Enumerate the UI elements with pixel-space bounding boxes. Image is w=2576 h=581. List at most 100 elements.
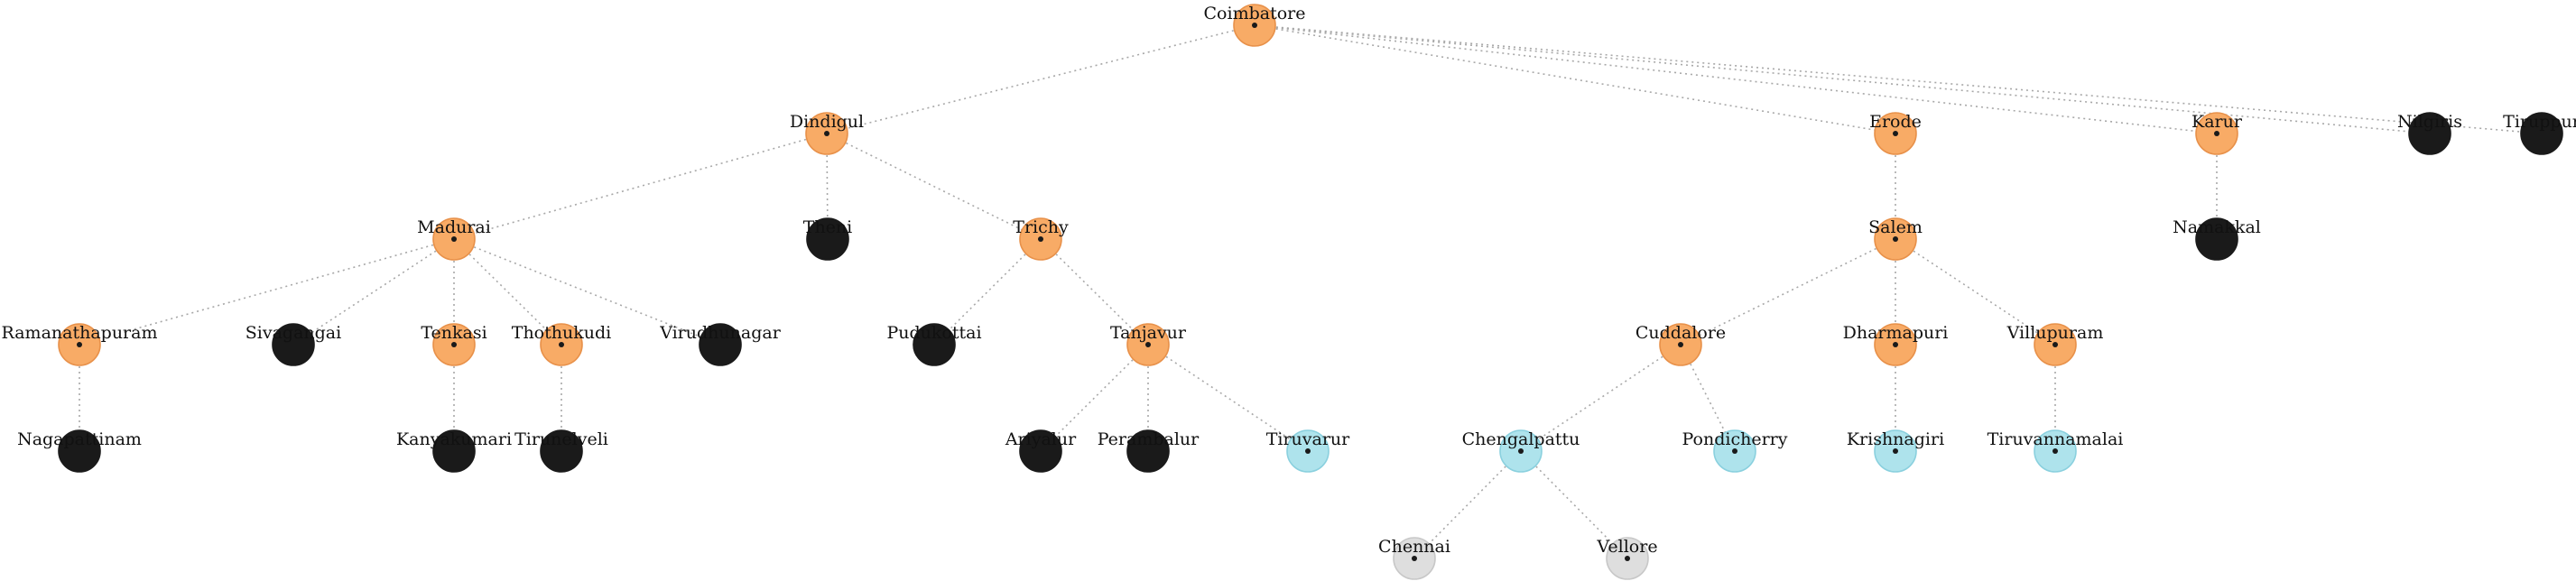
node-label-dharmapuri: Dharmapuri: [1843, 323, 1949, 343]
node-label-trichy: Trichy: [1013, 217, 1069, 237]
node-center-dot-ramanathapuram: [77, 342, 82, 347]
node-label-chengalpattu: Chengalpattu: [1462, 429, 1580, 449]
node-tiruvarur: Tiruvarur: [1266, 429, 1350, 473]
node-cuddalore: Cuddalore: [1635, 323, 1726, 366]
node-center-dot-dharmapuri: [1893, 342, 1898, 347]
node-dindigul: Dindigul: [790, 112, 864, 155]
node-center-dot-kanyakumari: [451, 448, 457, 454]
node-label-theni: Theni: [803, 217, 852, 237]
node-ariyalur: Ariyalur: [1005, 429, 1077, 473]
node-villupuram: Villupuram: [2006, 323, 2104, 366]
edge-cuddalore-pondicherry: [1680, 344, 1736, 452]
node-center-dot-villupuram: [2052, 342, 2058, 347]
node-center-dot-erode: [1893, 131, 1898, 136]
node-label-perambalur: Perambalur: [1098, 429, 1200, 449]
nodes-layer: Coimbatore Dindigul Erode Karur Nilgiris Tiru…: [1, 4, 2576, 580]
node-tenkasi: Tenkasi: [421, 323, 487, 366]
node-trichy: Trichy: [1013, 217, 1069, 261]
edge-coimbatore-tiruppur: [1254, 24, 2543, 134]
node-label-virudhunagar: Virudhunagar: [659, 323, 781, 343]
edge-dindigul-madurai: [453, 133, 828, 240]
node-pudukottai: Pudukottai: [886, 323, 982, 366]
node-ramanathapuram: Ramanathapuram: [1, 323, 158, 366]
node-pondicherry: Pondicherry: [1682, 429, 1788, 473]
node-center-dot-coimbatore: [1252, 23, 1257, 28]
node-namakkal: Namakkal: [2173, 217, 2261, 261]
node-label-nagapattinam: Nagapattinam: [17, 429, 142, 449]
node-coimbatore: Coimbatore: [1204, 4, 1306, 47]
node-label-chennai: Chennai: [1378, 537, 1450, 557]
node-center-dot-nilgiris: [2427, 131, 2432, 136]
node-label-coimbatore: Coimbatore: [1204, 4, 1306, 23]
edge-trichy-pudukottai: [933, 238, 1042, 346]
node-label-krishnagiri: Krishnagiri: [1847, 429, 1944, 449]
node-label-ariyalur: Ariyalur: [1005, 429, 1077, 449]
node-label-sivagangai: Sivagangai: [246, 323, 341, 343]
node-tiruvannamalai: Tiruvannamalai: [1988, 429, 2124, 473]
node-label-dindigul: Dindigul: [790, 112, 864, 132]
node-center-dot-karur: [2214, 131, 2219, 136]
node-virudhunagar: Virudhunagar: [659, 323, 782, 366]
node-vellore: Vellore: [1596, 537, 1658, 580]
node-label-tiruvannamalai: Tiruvannamalai: [1988, 429, 2124, 449]
node-label-pudukottai: Pudukottai: [886, 323, 981, 343]
edge-madurai-virudhunagar: [453, 238, 721, 346]
node-center-dot-chennai: [1412, 556, 1417, 561]
node-center-dot-chengalpattu: [1518, 448, 1524, 454]
edge-coimbatore-nilgiris: [1254, 24, 2431, 134]
edge-madurai-thothukudi: [453, 238, 562, 346]
edge-dindigul-trichy: [826, 133, 1042, 240]
node-center-dot-sivagangai: [291, 342, 296, 347]
node-label-vellore: Vellore: [1596, 537, 1657, 557]
node-label-villupuram: Villupuram: [2006, 323, 2104, 343]
node-tiruppur: Tiruppur: [2503, 112, 2576, 155]
node-center-dot-tirunelveli: [559, 448, 564, 454]
node-label-tenkasi: Tenkasi: [421, 323, 486, 343]
node-karur: Karur: [2191, 112, 2243, 155]
node-center-dot-pudukottai: [931, 342, 937, 347]
edge-coimbatore-karur: [1254, 24, 2218, 134]
node-tirunelveli: Tirunelveli: [514, 429, 608, 473]
node-label-tanjavur: Tanjavur: [1110, 323, 1187, 343]
edge-chengalpattu-vellore: [1520, 450, 1628, 559]
node-center-dot-vellore: [1625, 556, 1630, 561]
node-label-erode: Erode: [1869, 112, 1922, 132]
edge-chengalpattu-chennai: [1413, 450, 1522, 559]
node-center-dot-tiruvannamalai: [2052, 448, 2058, 454]
node-center-dot-ariyalur: [1038, 448, 1043, 454]
node-label-ramanathapuram: Ramanathapuram: [1, 323, 157, 343]
edge-trichy-tanjavur: [1040, 238, 1149, 346]
node-center-dot-salem: [1893, 236, 1898, 242]
node-label-karur: Karur: [2191, 112, 2243, 132]
edge-coimbatore-dindigul: [826, 24, 1256, 134]
node-label-nilgiris: Nilgiris: [2397, 112, 2462, 132]
node-label-namakkal: Namakkal: [2173, 217, 2261, 237]
node-label-kanyakumari: Kanyakumari: [396, 429, 512, 449]
node-center-dot-pondicherry: [1732, 448, 1737, 454]
edge-tanjavur-ariyalur: [1040, 344, 1149, 452]
node-tanjavur: Tanjavur: [1110, 323, 1187, 366]
node-center-dot-theni: [825, 236, 830, 242]
node-center-dot-trichy: [1038, 236, 1043, 242]
node-center-dot-cuddalore: [1678, 342, 1683, 347]
node-label-madurai: Madurai: [417, 217, 491, 237]
edge-coimbatore-erode: [1254, 24, 1896, 134]
node-salem: Salem: [1868, 217, 1923, 261]
node-thothukudi: Thothukudi: [512, 323, 611, 366]
node-erode: Erode: [1869, 112, 1922, 155]
node-label-tiruvarur: Tiruvarur: [1266, 429, 1350, 449]
node-center-dot-dindigul: [824, 131, 829, 136]
node-label-pondicherry: Pondicherry: [1682, 429, 1788, 449]
node-label-thothukudi: Thothukudi: [512, 323, 611, 343]
node-center-dot-madurai: [451, 236, 457, 242]
node-chennai: Chennai: [1378, 537, 1450, 580]
node-center-dot-thothukudi: [559, 342, 564, 347]
node-center-dot-tanjavur: [1145, 342, 1151, 347]
node-madurai: Madurai: [417, 217, 491, 261]
node-nagapattinam: Nagapattinam: [17, 429, 142, 473]
node-theni: Theni: [803, 217, 852, 261]
node-center-dot-virudhunagar: [718, 342, 723, 347]
node-nilgiris: Nilgiris: [2397, 112, 2462, 155]
node-center-dot-tiruppur: [2539, 131, 2544, 136]
